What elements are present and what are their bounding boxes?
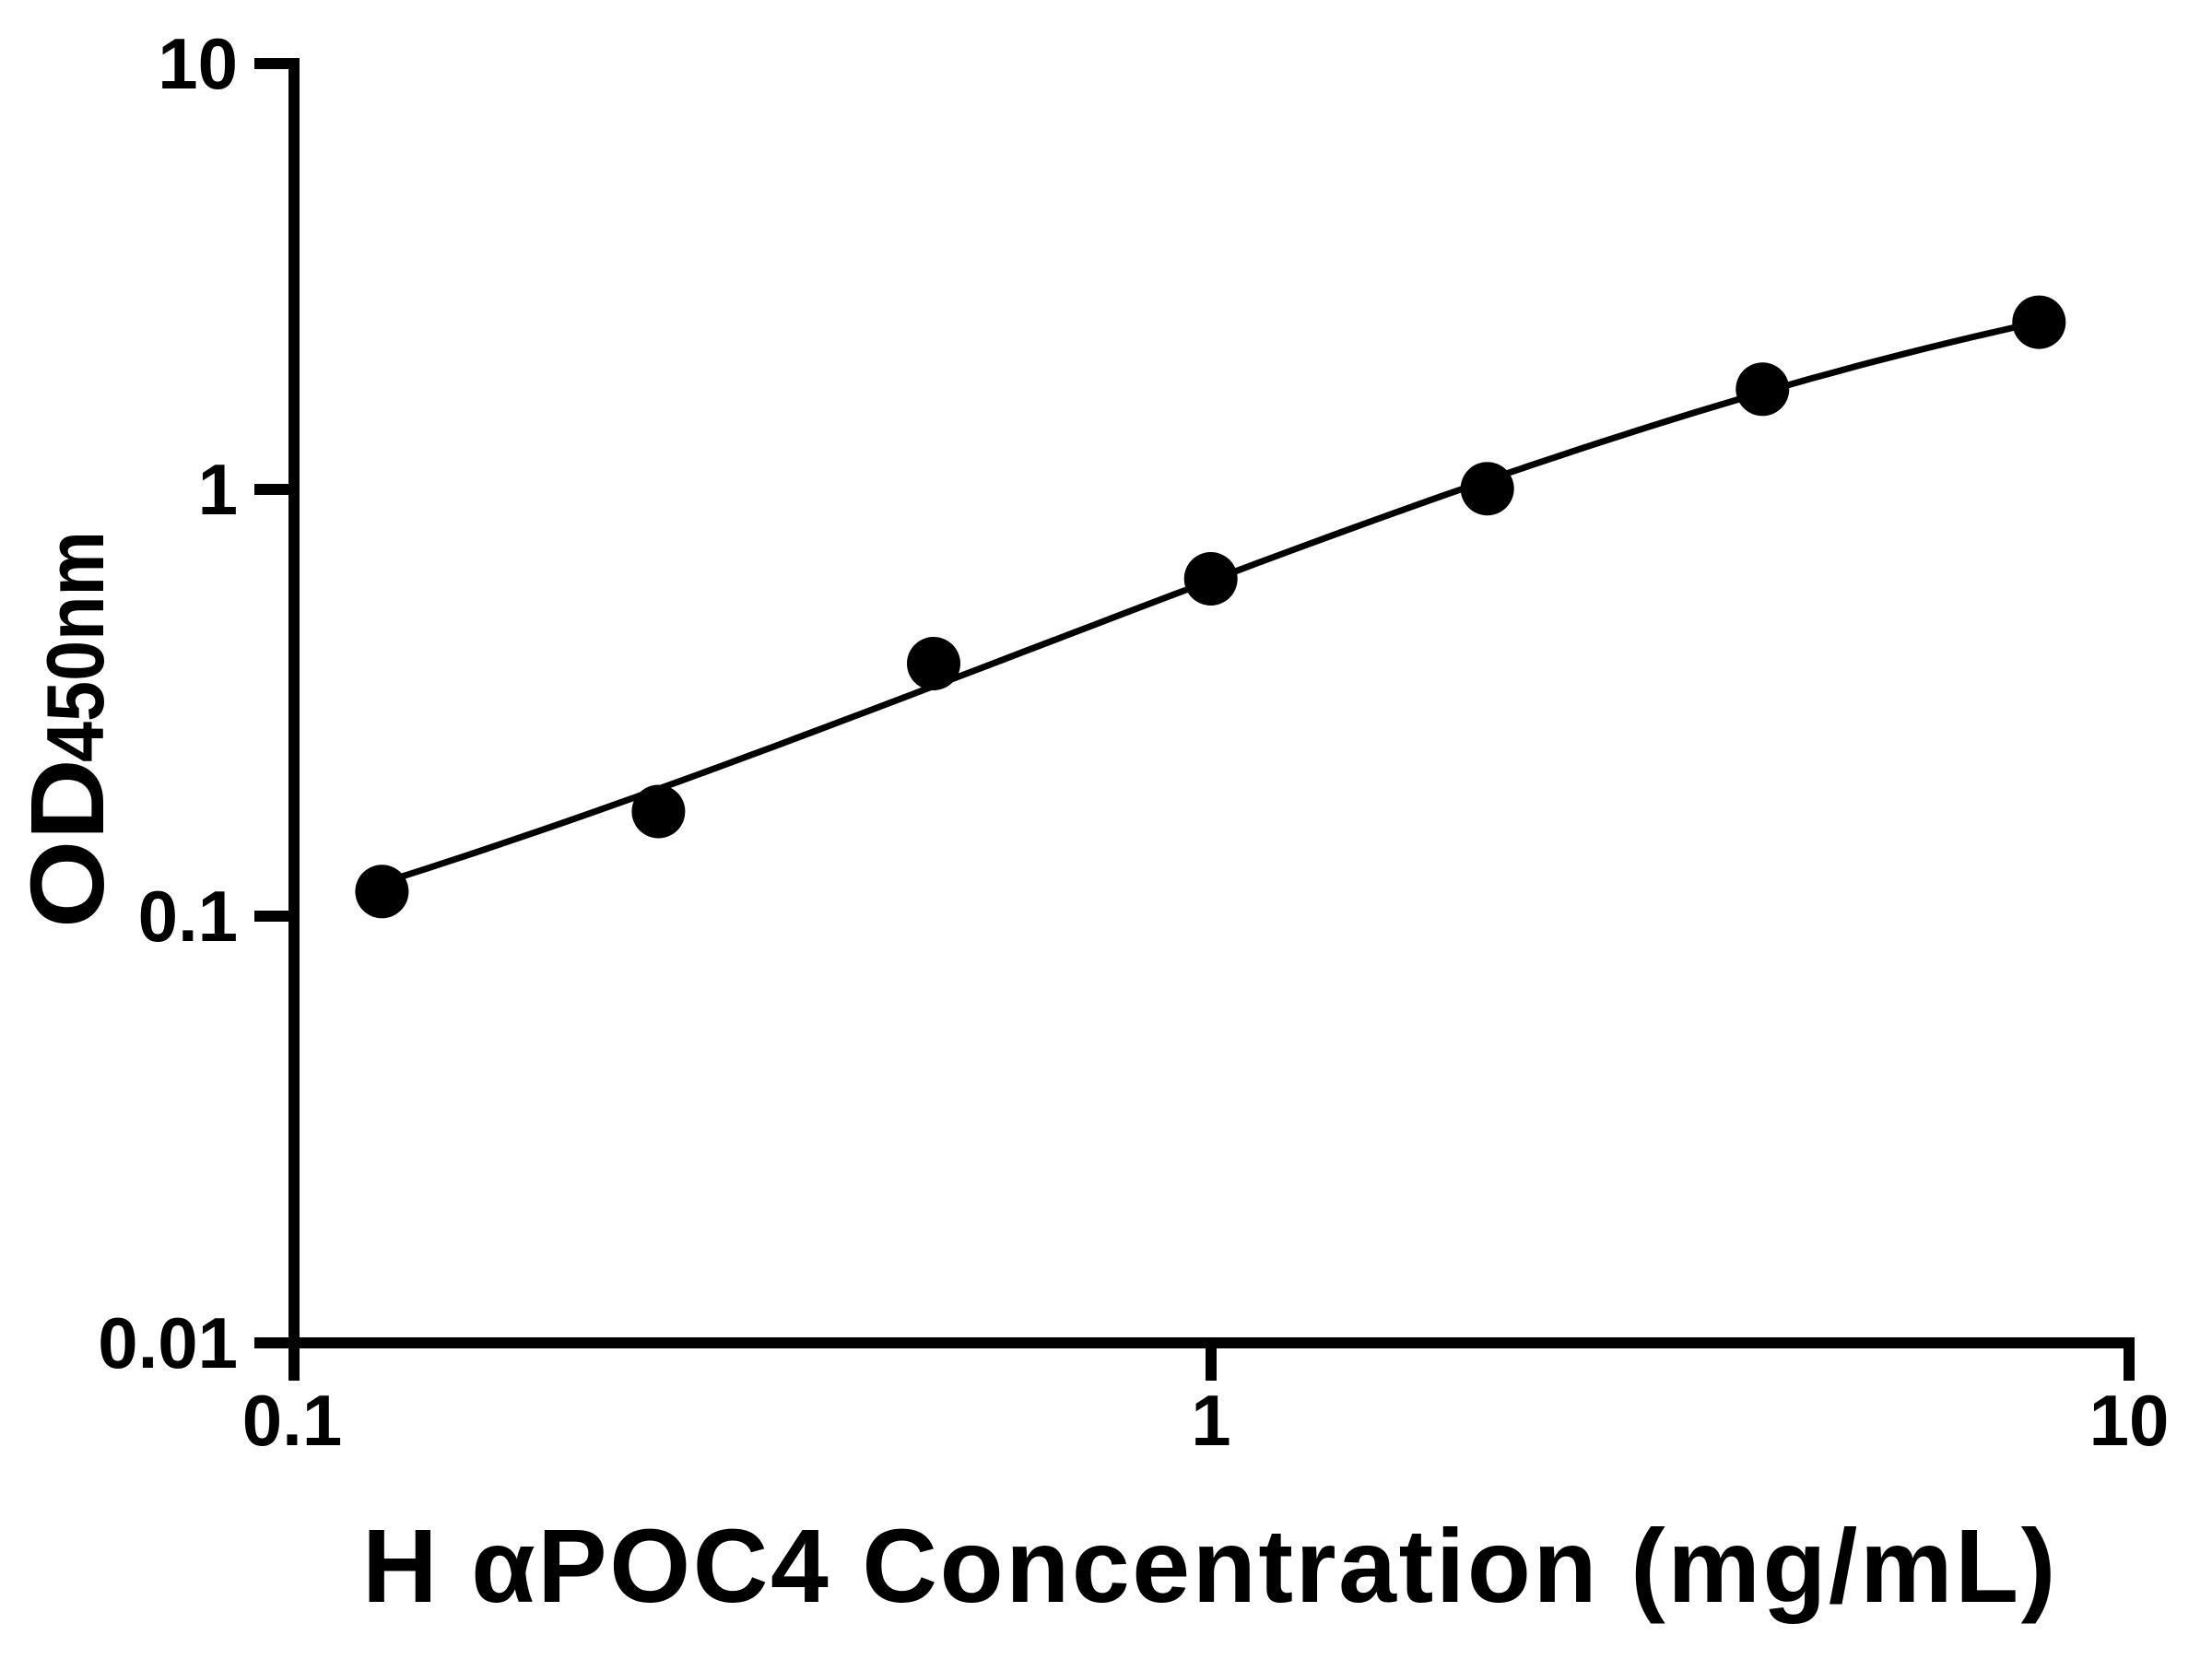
svg-text:450nm: 450nm [29,531,121,762]
svg-text:0.01: 0.01 [98,1302,238,1383]
svg-text:1: 1 [198,449,238,530]
svg-text:0.1: 0.1 [138,876,238,957]
svg-text:H αPOC4 Concentration (mg/mL): H αPOC4 Concentration (mg/mL) [362,1508,2058,1624]
svg-text:10: 10 [2089,1380,2170,1461]
svg-text:1: 1 [1191,1380,1230,1461]
svg-text:OD: OD [8,759,125,928]
svg-text:10: 10 [158,23,238,104]
svg-text:0.1: 0.1 [242,1380,342,1461]
